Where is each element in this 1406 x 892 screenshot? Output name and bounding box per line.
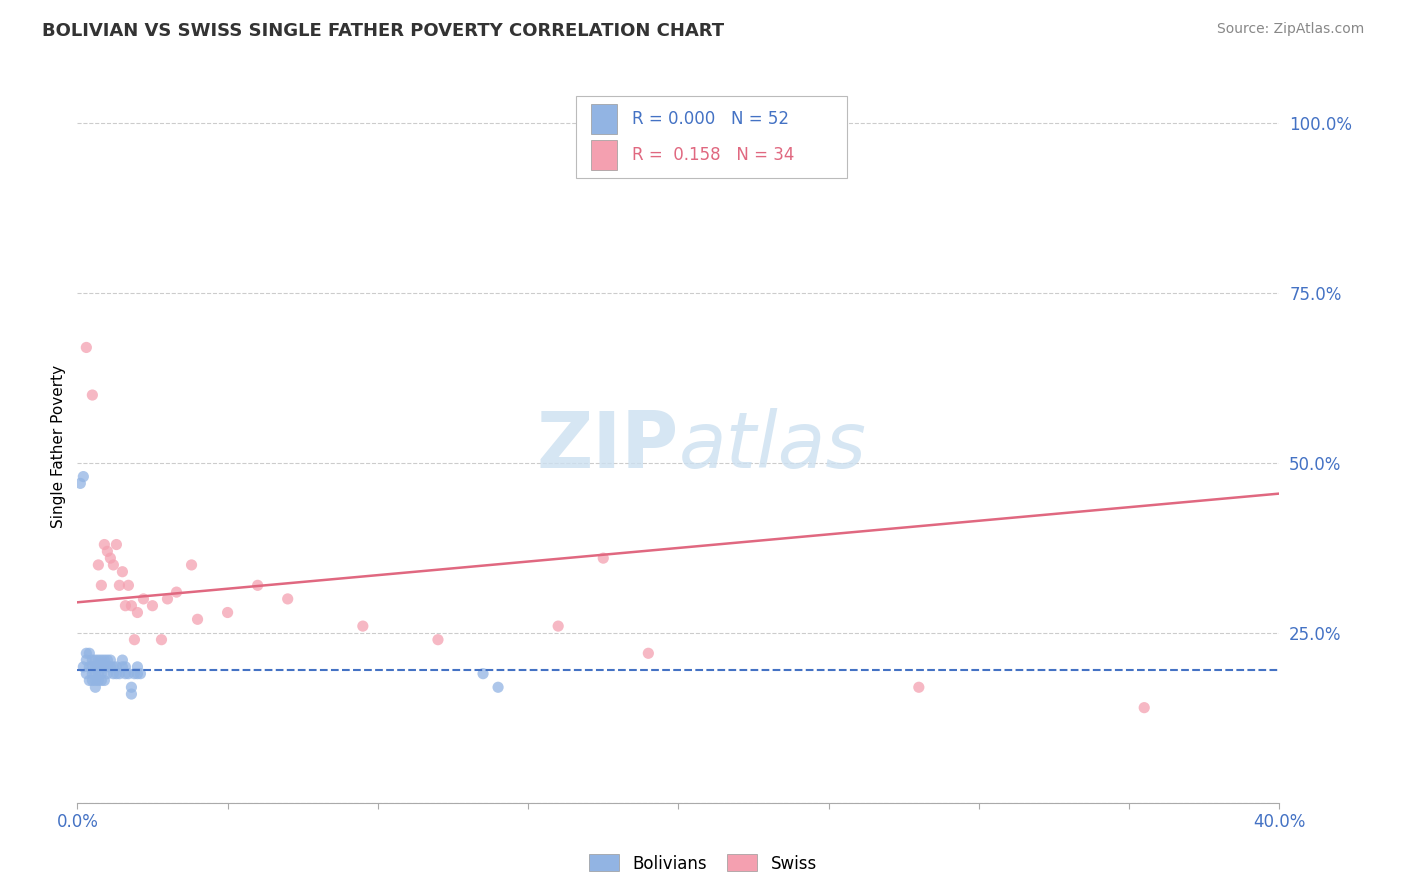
Point: [90, 660, 112, 674]
Point: [352, 619, 374, 633]
Point: [87, 558, 110, 572]
Point: [217, 606, 239, 620]
Point: [100, 653, 122, 667]
Point: [87, 673, 110, 688]
Point: [111, 565, 134, 579]
Point: [96, 544, 118, 558]
Point: [87, 660, 110, 674]
Text: atlas: atlas: [679, 408, 866, 484]
Point: [117, 666, 139, 681]
Point: [186, 612, 209, 626]
Point: [100, 660, 122, 674]
Point: [93, 660, 115, 674]
Legend: Bolivians, Swiss: Bolivians, Swiss: [582, 847, 824, 880]
Point: [111, 653, 134, 667]
Text: ZIP: ZIP: [536, 408, 679, 484]
Point: [127, 660, 149, 674]
Point: [75, 341, 97, 355]
Point: [908, 680, 931, 694]
Point: [79, 660, 101, 674]
Point: [114, 599, 136, 613]
Point: [103, 558, 125, 572]
Point: [156, 591, 179, 606]
Point: [114, 660, 136, 674]
FancyBboxPatch shape: [576, 96, 846, 178]
Point: [100, 551, 122, 566]
Point: [166, 585, 188, 599]
Point: [668, 129, 690, 144]
Point: [150, 632, 173, 647]
Point: [124, 632, 146, 647]
Point: [103, 660, 125, 674]
Point: [120, 687, 142, 701]
Point: [120, 680, 142, 694]
Point: [75, 666, 97, 681]
Point: [117, 578, 139, 592]
Point: [105, 660, 128, 674]
Point: [180, 558, 202, 572]
Point: [90, 666, 112, 681]
Point: [84, 660, 107, 674]
Point: [93, 653, 115, 667]
Point: [108, 666, 131, 681]
Point: [427, 632, 450, 647]
Point: [246, 578, 269, 592]
Point: [72, 660, 94, 674]
Point: [69, 476, 91, 491]
Point: [96, 666, 118, 681]
Point: [472, 666, 495, 681]
Y-axis label: Single Father Poverty: Single Father Poverty: [51, 365, 66, 527]
Point: [87, 666, 110, 681]
Point: [90, 578, 112, 592]
Point: [1133, 700, 1156, 714]
Point: [105, 666, 128, 681]
Text: R = 0.000   N = 52: R = 0.000 N = 52: [631, 111, 789, 128]
Point: [75, 653, 97, 667]
Point: [277, 591, 299, 606]
Point: [82, 660, 104, 674]
Text: BOLIVIAN VS SWISS SINGLE FATHER POVERTY CORRELATION CHART: BOLIVIAN VS SWISS SINGLE FATHER POVERTY …: [42, 22, 724, 40]
Point: [132, 591, 155, 606]
Point: [105, 537, 128, 551]
Point: [87, 653, 110, 667]
Point: [547, 619, 569, 633]
Point: [96, 660, 118, 674]
Bar: [591, 140, 617, 170]
Point: [111, 660, 134, 674]
Point: [141, 599, 163, 613]
Point: [82, 388, 104, 402]
Point: [79, 646, 101, 660]
Point: [108, 578, 131, 592]
Point: [114, 666, 136, 681]
Point: [84, 673, 107, 688]
Point: [127, 606, 149, 620]
Point: [82, 673, 104, 688]
Point: [82, 653, 104, 667]
Point: [127, 666, 149, 681]
Point: [103, 666, 125, 681]
Point: [129, 666, 152, 681]
Point: [93, 537, 115, 551]
Point: [124, 666, 146, 681]
Point: [592, 551, 614, 566]
Text: R =  0.158   N = 34: R = 0.158 N = 34: [631, 146, 794, 164]
Point: [96, 653, 118, 667]
Point: [93, 673, 115, 688]
Point: [82, 666, 104, 681]
Point: [79, 673, 101, 688]
Text: Source: ZipAtlas.com: Source: ZipAtlas.com: [1216, 22, 1364, 37]
Point: [84, 666, 107, 681]
Point: [90, 673, 112, 688]
Point: [637, 646, 659, 660]
Bar: [591, 104, 617, 135]
Point: [75, 646, 97, 660]
Point: [486, 680, 509, 694]
Point: [84, 653, 107, 667]
Point: [72, 469, 94, 483]
Point: [90, 653, 112, 667]
Point: [84, 680, 107, 694]
Point: [120, 599, 142, 613]
